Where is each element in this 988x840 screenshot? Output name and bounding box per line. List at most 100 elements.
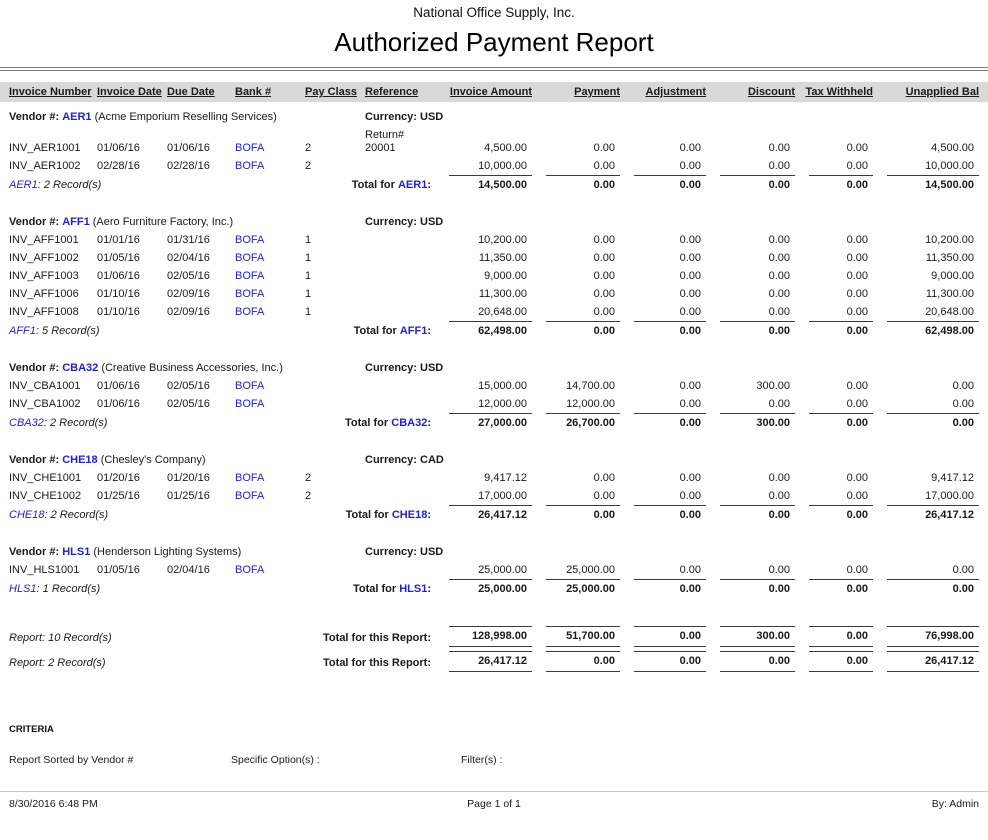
record-count-text: : 5 Record(s) [35, 325, 100, 337]
pay-class-cell [305, 408, 365, 413]
col-pay-class: Pay Class [305, 86, 357, 98]
vendor-total-code-link[interactable]: AFF1 [399, 325, 428, 337]
bank-link[interactable]: BOFA [235, 490, 265, 502]
pay-class-cell: 1 [305, 306, 312, 318]
page-title: Authorized Payment Report [334, 27, 654, 57]
column-header-row: Invoice Number Invoice Date Due Date Ban… [0, 82, 988, 102]
amount-cell: 10,200.00 [925, 234, 974, 246]
vendor-group: Vendor #: AER1 (Acme Emporium Reselling … [0, 107, 988, 194]
due-date-cell: 02/05/16 [167, 380, 210, 392]
pay-class-cell: 2 [305, 490, 312, 502]
bank-link[interactable]: BOFA [235, 270, 265, 282]
pay-class-cell: 2 [305, 142, 312, 154]
amount-cell: 12,000.00 [566, 398, 615, 410]
bank-link[interactable]: BOFA [235, 564, 265, 576]
vendor-total-label: Total for CBA32: [235, 414, 435, 432]
amount-cell: 0.00 [846, 306, 868, 318]
amount-cell: 0.00 [768, 490, 790, 502]
invoice-date-cell: 02/28/16 [97, 160, 140, 172]
amount-cell: 300.00 [756, 380, 790, 392]
bank-link[interactable]: BOFA [235, 234, 265, 246]
amount-cell: 0.00 [952, 380, 974, 392]
report-total-amount: 26,417.12 [449, 651, 532, 672]
bank-link[interactable]: BOFA [235, 472, 265, 484]
title-divider [0, 67, 988, 71]
amount-cell: 0.00 [593, 270, 615, 282]
amount-cell: 12,000.00 [478, 398, 527, 410]
bank-link[interactable]: BOFA [235, 288, 265, 300]
bank-link[interactable]: BOFA [235, 306, 265, 318]
amount-cell: 11,300.00 [478, 288, 527, 300]
record-count-text: : 2 Record(s) [43, 417, 108, 429]
amount-cell: 0.00 [593, 288, 615, 300]
amount-cell: 0.00 [679, 270, 701, 282]
currency-label: Currency: [365, 362, 417, 374]
amount-cell: 4,500.00 [484, 142, 527, 154]
pay-class-cell: 2 [305, 472, 312, 484]
invoice-row: INV_HLS1001 01/05/16 02/04/16 BOFA 25,000.00… [0, 561, 988, 579]
bank-link[interactable]: BOFA [235, 252, 265, 264]
vendor-code-link[interactable]: AFF1 [62, 216, 90, 228]
vendor-total-row: AER1: 2 Record(s) Total for AER1: 14,500.0… [0, 175, 988, 194]
vendor-total-amount: 0.00 [634, 175, 706, 194]
vendor-total-row: AFF1: 5 Record(s) Total for AFF1: 62,498.0… [0, 321, 988, 340]
bank-link[interactable]: BOFA [235, 142, 265, 154]
vendor-total-amount: 26,417.12 [449, 505, 532, 524]
report-total-amount: 0.00 [634, 626, 706, 647]
record-count-code[interactable]: AER1 [9, 179, 38, 191]
amount-cell: 10,200.00 [478, 234, 527, 246]
reference-cell [365, 408, 435, 413]
vendor-total-amount: 0.00 [809, 413, 873, 432]
reference-cell [365, 574, 435, 579]
invoice-number: INV_AFF1001 [9, 234, 79, 246]
record-count-text: : 2 Record(s) [37, 179, 102, 191]
invoice-number: INV_CHE1001 [9, 472, 82, 484]
vendor-total-amount: 0.00 [809, 579, 873, 598]
amount-cell: 0.00 [593, 142, 615, 154]
vendor-total-amount: 26,417.12 [887, 505, 979, 524]
col-invoice-number: Invoice Number [9, 86, 92, 98]
reference-cell [365, 316, 435, 321]
currency-cell: Currency: USD [365, 212, 979, 231]
report-total-amount: 0.00 [546, 651, 620, 672]
vendor-total-code-link[interactable]: HLS1 [399, 583, 428, 595]
record-count-code[interactable]: CHE18 [9, 509, 45, 521]
vendor-total-label: Total for AER1: [235, 176, 435, 194]
report-total-label: Total for this Report: [323, 632, 431, 644]
due-date-cell: 01/06/16 [167, 142, 210, 154]
amount-cell: 15,000.00 [478, 380, 527, 392]
invoice-date-cell: 01/06/16 [97, 142, 140, 154]
currency-value: CAD [420, 454, 444, 466]
amount-cell: 20,648.00 [478, 306, 527, 318]
total-for-text: Total for [345, 417, 389, 429]
record-count-code[interactable]: HLS1 [9, 583, 37, 595]
col-bank: Bank # [235, 86, 272, 98]
bank-link[interactable]: BOFA [235, 380, 265, 392]
amount-cell: 0.00 [679, 490, 701, 502]
pay-class-cell: 1 [305, 234, 312, 246]
vendor-total-amount: 0.00 [634, 579, 706, 598]
invoice-number: INV_CBA1002 [9, 398, 81, 410]
vendor-code-link[interactable]: HLS1 [62, 546, 91, 558]
vendor-total-code-link[interactable]: CHE18 [391, 509, 428, 521]
bank-link[interactable]: BOFA [235, 160, 265, 172]
amount-cell: 0.00 [679, 380, 701, 392]
vendor-code-link[interactable]: CBA32 [62, 362, 99, 374]
amount-cell: 0.00 [846, 380, 868, 392]
vendor-total-code-link[interactable]: AER1 [397, 179, 428, 191]
vendor-code-link[interactable]: CHE18 [62, 454, 98, 466]
report-total-amount: 26,417.12 [887, 651, 979, 672]
criteria-specific-options: Specific Option(s) : [231, 754, 320, 766]
pay-class-cell: 1 [305, 270, 312, 282]
vendor-group: Vendor #: CBA32 (Creative Business Acces… [0, 358, 988, 432]
due-date-cell: 02/05/16 [167, 270, 210, 282]
record-count-code[interactable]: AFF1 [9, 325, 36, 337]
due-date-cell: 01/31/16 [167, 234, 210, 246]
report-record-count: Report: 10 Record(s) [9, 632, 112, 644]
vendor-total-code-link[interactable]: CBA32 [391, 417, 428, 429]
record-count-code[interactable]: CBA32 [9, 417, 44, 429]
bank-link[interactable]: BOFA [235, 398, 265, 410]
report-body: Vendor #: AER1 (Acme Emporium Reselling … [0, 107, 988, 598]
vendor-code-link[interactable]: AER1 [62, 111, 92, 123]
due-date-cell: 01/20/16 [167, 472, 210, 484]
